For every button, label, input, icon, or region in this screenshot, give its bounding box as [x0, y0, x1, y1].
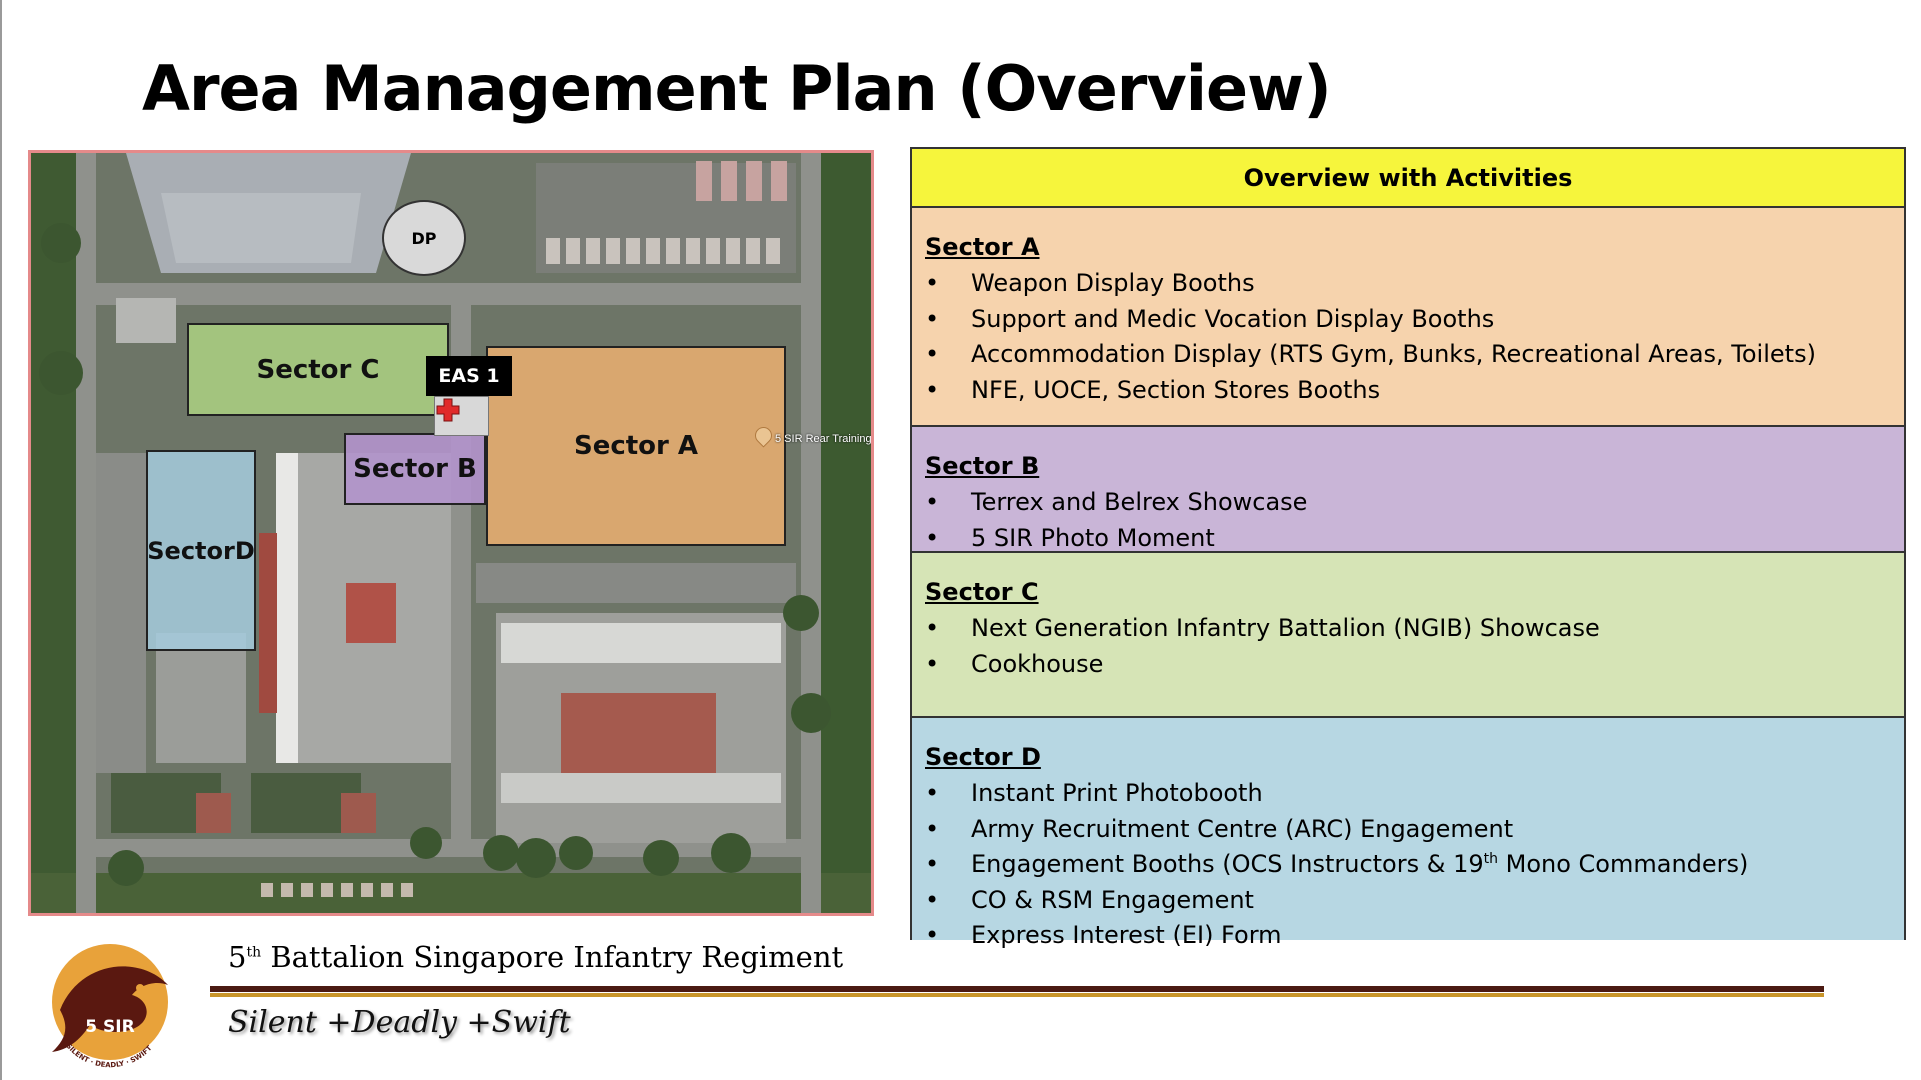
unit-number: 5 — [228, 940, 247, 974]
unit-ordinal: th — [246, 944, 262, 961]
sector-a-list: Weapon Display Booths Support and Medic … — [925, 266, 1904, 408]
dp-marker: DP — [382, 200, 466, 276]
list-item: Army Recruitment Centre (ARC) Engagement — [925, 812, 1904, 848]
sector-d-list: Instant Print Photobooth Army Recruitmen… — [925, 776, 1904, 954]
activities-table: Overview with Activities Sector A Weapon… — [910, 147, 1906, 953]
list-item: Express Interest (EI) Form — [925, 918, 1904, 954]
sector-a-section: Sector A Weapon Display Booths Support a… — [912, 208, 1904, 427]
list-item: Support and Medic Vocation Display Booth… — [925, 302, 1904, 338]
footer-rule-gold — [210, 993, 1824, 997]
list-item-text: Engagement Booths (OCS Instructors & 19 — [971, 850, 1484, 878]
list-item: Instant Print Photobooth — [925, 776, 1904, 812]
list-item: Cookhouse — [925, 647, 1904, 683]
unit-name: 5th Battalion Singapore Infantry Regimen… — [228, 940, 843, 974]
satellite-map: DP Sector C Sector A Sector B Sector D E… — [28, 150, 874, 916]
sector-b-zone: Sector B — [344, 433, 486, 505]
logo-text: 5 SIR — [85, 1017, 134, 1037]
list-item: Next Generation Infantry Battalion (NGIB… — [925, 611, 1904, 647]
medical-cross-icon — [436, 398, 460, 422]
list-item: Terrex and Belrex Showcase — [925, 485, 1904, 521]
sector-d-heading: Sector D — [925, 743, 1041, 771]
unit-motto: Silent +Deadly +Swift — [228, 1005, 571, 1040]
table-header: Overview with Activities — [912, 149, 1904, 208]
sector-b-list: Terrex and Belrex Showcase 5 SIR Photo M… — [925, 485, 1904, 556]
sector-b-section: Sector B Terrex and Belrex Showcase 5 SI… — [912, 427, 1904, 556]
slide-title: Area Management Plan (Overview) — [142, 52, 1332, 125]
sector-b-heading: Sector B — [925, 452, 1040, 480]
eas-1-marker — [434, 396, 489, 436]
eas-1-label: EAS 1 — [426, 356, 512, 396]
footer-rule-dark — [210, 986, 1824, 992]
sector-a-zone: Sector A — [486, 346, 786, 546]
sector-d-zone: Sector D — [146, 450, 256, 651]
sector-d-section: Sector D Instant Print Photobooth Army R… — [912, 718, 1904, 953]
sector-c-list: Next Generation Infantry Battalion (NGIB… — [925, 611, 1904, 682]
list-item: Accommodation Display (RTS Gym, Bunks, R… — [925, 337, 1904, 373]
sector-d-label-line2: D — [234, 536, 255, 565]
list-item: Engagement Booths (OCS Instructors & 19t… — [925, 847, 1904, 883]
list-item: 5 SIR Photo Moment — [925, 521, 1904, 557]
5sir-manta-ray-logo: 5 SIR SILENT · DEADLY · SWIFT — [52, 944, 168, 1069]
list-item-text: Mono Commanders) — [1498, 850, 1749, 878]
sector-c-section: Sector C Next Generation Infantry Battal… — [912, 553, 1904, 718]
sector-c-heading: Sector C — [925, 578, 1039, 606]
list-item: NFE, UOCE, Section Stores Booths — [925, 373, 1904, 409]
map-pin-label: 5 SIR Rear Training — [775, 433, 872, 445]
ordinal-suffix: th — [1483, 851, 1498, 867]
sector-c-zone: Sector C — [187, 323, 449, 416]
list-item: CO & RSM Engagement — [925, 883, 1904, 919]
unit-name-rest: Battalion Singapore Infantry Regiment — [261, 940, 844, 974]
sector-d-label-line1: Sector — [147, 536, 235, 565]
sector-a-heading: Sector A — [925, 233, 1040, 261]
slide-left-border — [0, 0, 2, 1080]
list-item: Weapon Display Booths — [925, 266, 1904, 302]
